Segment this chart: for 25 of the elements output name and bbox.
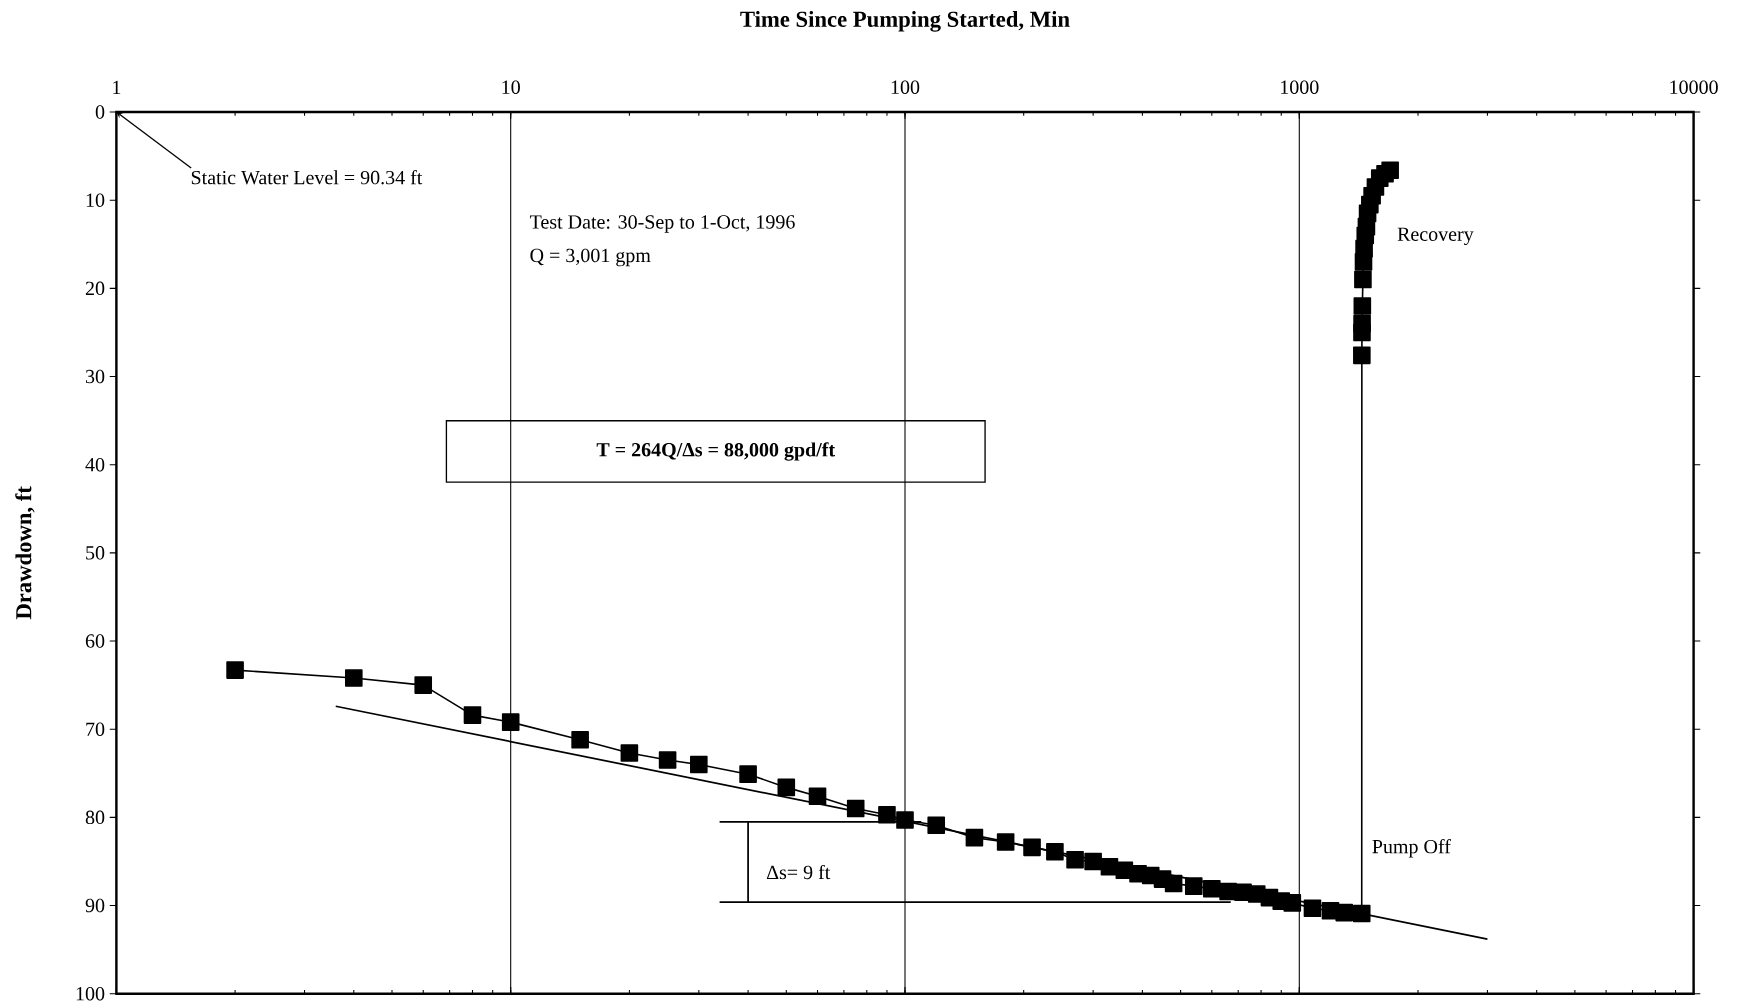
x-tick-label: 10 [502, 80, 520, 94]
y-tick-label: 30 [85, 369, 105, 384]
annotation: T = 264Q/Δs = 88,000 gpd/ft [596, 442, 835, 461]
y-tick-label: 80 [85, 810, 105, 825]
y-tick-label: 60 [85, 634, 105, 648]
x-axis-title: Time Since Pumping Started, Min [740, 10, 1070, 32]
x-tick-label: 100 [891, 80, 920, 94]
x-tick-label: 1 [113, 80, 121, 94]
x-tick-label: 1000 [1281, 80, 1319, 94]
annotation: Static Water Level = 90.34 ft [191, 170, 423, 185]
y-tick-label: 90 [85, 898, 105, 913]
y-tick-label: 100 [76, 986, 105, 1001]
y-tick-label: 40 [85, 457, 105, 472]
x-tick-label: 10000 [1670, 80, 1718, 94]
annotation: Δs= 9 ft [766, 864, 831, 880]
y-tick-label: 20 [85, 281, 105, 296]
y-tick-label: 0 [95, 105, 105, 119]
y-tick-label: 50 [86, 546, 105, 560]
y-tick-label: 10 [86, 193, 105, 207]
annotation: Test Date: 30-Sep to 1-Oct, 1996 [529, 215, 795, 233]
y-tick-label: 70 [86, 722, 105, 736]
annotation: Recovery [1397, 227, 1474, 246]
y-axis-title: Drawdown, ft [15, 486, 35, 620]
annotation: Q = 3,001 gpm [530, 248, 651, 267]
annotation: Pump Off [1372, 839, 1451, 858]
